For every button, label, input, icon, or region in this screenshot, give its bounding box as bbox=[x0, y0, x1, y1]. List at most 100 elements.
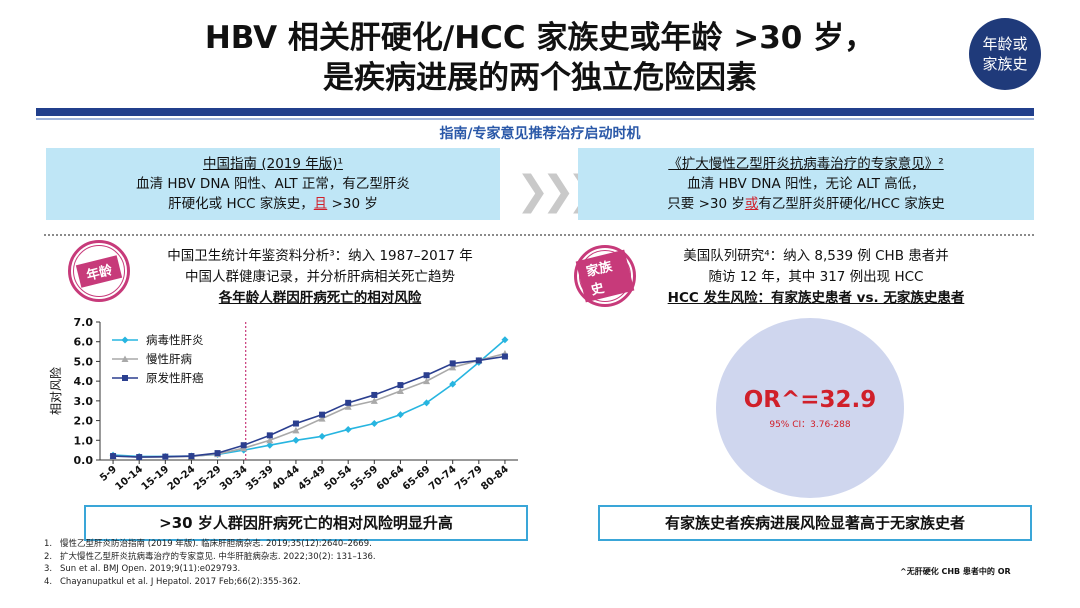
reference-item: 3. Sun et al. BMJ Open. 2019;9(11):e02979… bbox=[44, 563, 376, 576]
data-point bbox=[266, 441, 274, 449]
data-point bbox=[188, 453, 195, 460]
guideline-box-china: 中国指南 (2019 年版)¹ 血清 HBV DNA 阳性、ALT 正常，有乙型… bbox=[46, 148, 500, 220]
x-tick-label: 15-19 bbox=[140, 464, 172, 493]
family-history-stamp-ring: 家族史 bbox=[575, 249, 635, 303]
legend-marker bbox=[121, 336, 129, 344]
data-point bbox=[397, 382, 404, 389]
y-tick-label: 6.0 bbox=[74, 336, 94, 349]
x-tick-label: 70-74 bbox=[427, 464, 459, 493]
y-tick-label: 0.0 bbox=[74, 454, 94, 467]
data-point bbox=[240, 442, 247, 449]
guideline-title-expert: 《扩大慢性乙型肝炎抗病毒治疗的专家意见》² bbox=[668, 156, 944, 172]
legend-label: 原发性肝癌 bbox=[146, 371, 204, 385]
guideline-line-2-post: >30 岁 bbox=[327, 196, 378, 212]
references: 1. 慢性乙型肝炎防治指南 (2019 年版). 临床肝胆病杂志. 2019;35… bbox=[44, 538, 376, 588]
section-subhead: 指南/专家意见推荐治疗启动时机 bbox=[439, 126, 641, 142]
family-history-stamp: 家族史 bbox=[574, 245, 636, 307]
reference-text: Sun et al. BMJ Open. 2019;9(11):e029793. bbox=[60, 564, 241, 574]
y-tick-label: 4.0 bbox=[74, 375, 94, 388]
legend-label: 慢性肝病 bbox=[146, 352, 192, 366]
x-tick-label: 20-24 bbox=[166, 464, 198, 493]
data-point bbox=[449, 363, 457, 371]
data-point bbox=[423, 372, 430, 379]
x-tick-label: 65-69 bbox=[401, 464, 433, 493]
data-point bbox=[214, 450, 221, 457]
guideline-title-china: 中国指南 (2019 年版)¹ bbox=[203, 156, 343, 172]
data-point bbox=[344, 425, 352, 433]
reference-text: 扩大慢性乙型肝炎抗病毒治疗的专家意见. 中华肝脏病杂志. 2022;30(2):… bbox=[60, 551, 376, 562]
study-china-line-1: 中国卫生统计年鉴资料分析³：纳入 1987–2017 年 bbox=[167, 248, 473, 264]
odds-ratio-ellipse: OR^=32.9 95% CI：3.76-288 bbox=[716, 318, 904, 498]
x-tick-label: 45-49 bbox=[296, 464, 328, 493]
expert-line-2-pre: 只要 >30 岁 bbox=[667, 196, 745, 212]
data-point bbox=[501, 353, 508, 360]
expert-line-1: 血清 HBV DNA 阳性，无论 ALT 高低， bbox=[687, 176, 925, 192]
age-stamp-ring: 年龄 bbox=[73, 245, 125, 297]
data-point bbox=[319, 411, 326, 418]
reference-number: 3. bbox=[44, 564, 53, 574]
odds-ratio-ci: 95% CI：3.76-288 bbox=[769, 419, 851, 430]
expert-emphasis-or: 或 bbox=[744, 196, 759, 212]
reference-item: 1. 慢性乙型肝炎防治指南 (2019 年版). 临床肝胆病杂志. 2019;35… bbox=[44, 538, 376, 551]
expert-line-2-post: 有乙型肝炎肝硬化/HCC 家族史 bbox=[758, 196, 945, 212]
data-point bbox=[345, 399, 352, 406]
legend-marker bbox=[122, 375, 128, 381]
y-tick-label: 5.0 bbox=[74, 355, 94, 368]
title-line-2: 是疾病进展的两个独立危险因素 bbox=[323, 60, 757, 96]
reference-item: 2. 扩大慢性乙型肝炎抗病毒治疗的专家意见. 中华肝脏病杂志. 2022;30(2… bbox=[44, 551, 376, 564]
badge-line-1: 年龄或 bbox=[982, 35, 1028, 53]
study-us-line-1: 美国队列研究⁴：纳入 8,539 例 CHB 患者并 bbox=[683, 248, 949, 264]
data-point bbox=[266, 436, 274, 444]
data-point bbox=[396, 411, 404, 419]
reference-number: 4. bbox=[44, 576, 53, 587]
topic-badge: 年龄或 家族史 bbox=[969, 18, 1041, 90]
reference-text: 慢性乙型肝炎防治指南 (2019 年版). 临床肝胆病杂志. 2019;35(1… bbox=[60, 539, 372, 549]
or-heading: HCC 发生风险：有家族史患者 vs. 无家族史患者 bbox=[667, 290, 965, 306]
x-tick-label: 50-54 bbox=[323, 464, 355, 493]
guideline-line-2: 肝硬化或 HCC 家族史，且 >30 岁 bbox=[46, 194, 500, 214]
data-point bbox=[318, 432, 326, 440]
x-tick-label: 5-9 bbox=[98, 464, 119, 484]
study-china-line-2: 中国人群健康记录，并分析肝病相关死亡趋势 bbox=[185, 269, 455, 285]
title-divider bbox=[36, 108, 1034, 116]
data-point bbox=[449, 380, 457, 388]
dotted-divider bbox=[44, 234, 1034, 236]
y-tick-label: 1.0 bbox=[74, 434, 94, 447]
guideline-line-1: 血清 HBV DNA 阳性、ALT 正常，有乙型肝炎 bbox=[136, 176, 410, 192]
study-description-china: 中国卫生统计年鉴资料分析³：纳入 1987–2017 年 中国人群健康记录，并分… bbox=[110, 246, 530, 309]
data-point bbox=[370, 397, 378, 404]
odds-ratio-value: OR^=32.9 bbox=[743, 386, 877, 413]
data-point bbox=[370, 420, 378, 428]
x-tick-label: 75-79 bbox=[453, 464, 485, 493]
study-description-us: 美国队列研究⁴：纳入 8,539 例 CHB 患者并 随访 12 年，其中 31… bbox=[606, 246, 1026, 309]
conclusion-family-history: 有家族史者疾病进展风险显著高于无家族史者 bbox=[598, 505, 1032, 541]
legend-label: 病毒性肝炎 bbox=[146, 333, 204, 347]
x-tick-label: 30-34 bbox=[218, 464, 250, 493]
y-tick-label: 2.0 bbox=[74, 415, 94, 428]
conclusion-age: >30 岁人群因肝病死亡的相对风险明显升高 bbox=[84, 505, 528, 541]
x-tick-label: 25-29 bbox=[192, 464, 224, 493]
x-tick-label: 55-59 bbox=[349, 464, 381, 493]
data-point bbox=[423, 399, 431, 407]
data-point bbox=[423, 377, 431, 385]
page-title: HBV 相关肝硬化/HCC 家族史或年龄 >30 岁， 是疾病进展的两个独立危险… bbox=[0, 18, 1080, 98]
data-point bbox=[501, 336, 509, 344]
data-point bbox=[266, 432, 273, 439]
reference-item: 4. Chayanupatkul et al. J Hepatol. 2017 F… bbox=[44, 576, 376, 589]
reference-number: 1. bbox=[44, 539, 53, 549]
y-axis-label: 相对风险 bbox=[48, 367, 63, 415]
x-tick-label: 80-84 bbox=[479, 464, 511, 493]
study-us-line-2: 随访 12 年，其中 317 例出现 HCC bbox=[708, 269, 924, 285]
data-point bbox=[396, 387, 404, 394]
expert-line-2: 只要 >30 岁或有乙型肝炎肝硬化/HCC 家族史 bbox=[578, 194, 1034, 214]
reference-number: 2. bbox=[44, 551, 53, 562]
data-point bbox=[449, 360, 456, 367]
data-point bbox=[371, 391, 378, 398]
data-point bbox=[162, 453, 169, 460]
data-point bbox=[292, 436, 300, 444]
data-point bbox=[292, 420, 299, 427]
chart-heading: 各年龄人群因肝病死亡的相对风险 bbox=[218, 290, 422, 306]
series-line bbox=[113, 352, 506, 458]
data-point bbox=[318, 415, 326, 422]
relative-risk-line-chart: 0.0 1.0 2.0 3.0 4.0 5.0 6.0 7.0 相对风险 5-910-1415-1… bbox=[48, 316, 518, 493]
